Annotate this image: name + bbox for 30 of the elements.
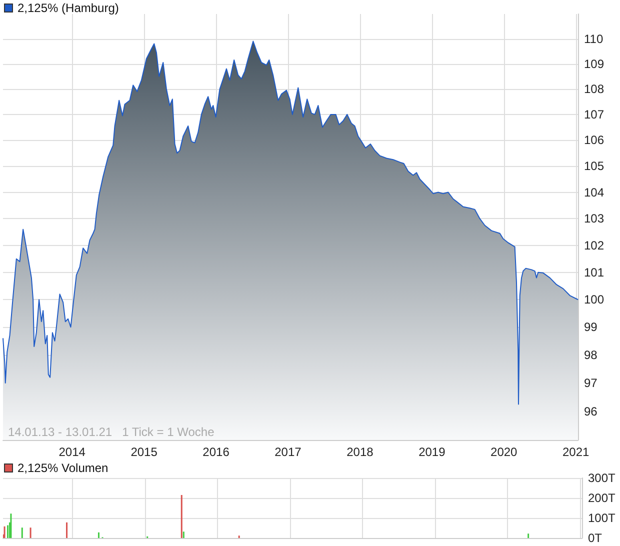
y-tick-label: 107 xyxy=(584,107,604,122)
y-tick-label: 108 xyxy=(584,82,604,96)
y-tick-label: 96 xyxy=(584,404,598,418)
y-tick-label: 100 xyxy=(584,292,604,307)
y-tick-label: 110 xyxy=(584,32,604,46)
y-tick-label: 99 xyxy=(584,320,598,334)
x-tick-label: 2014 xyxy=(58,445,86,459)
y-tick-label: 97 xyxy=(584,376,598,390)
y-tick-label: 105 xyxy=(584,159,604,174)
x-tick-label: 2017 xyxy=(274,445,302,459)
x-tick-label: 2018 xyxy=(346,445,374,459)
y-tick-label: 100T xyxy=(588,511,616,525)
x-tick-label: 2016 xyxy=(202,445,230,459)
y-tick-label: 300T xyxy=(588,471,616,485)
y-tick-label: 109 xyxy=(584,56,604,71)
y-tick-label: 106 xyxy=(584,133,604,148)
y-tick-label: 101 xyxy=(584,265,604,280)
legend-label: 2,125% Volumen xyxy=(18,461,108,475)
x-tick-label: 2021 xyxy=(562,445,590,459)
y-tick-label: 0T xyxy=(588,531,603,545)
x-tick-label: 2020 xyxy=(490,445,518,459)
x-tick-label: 2019 xyxy=(418,445,446,459)
y-tick-label: 103 xyxy=(584,212,604,226)
y-tick-label: 104 xyxy=(584,185,604,200)
y-tick-label: 98 xyxy=(584,348,598,362)
annotation: 14.01.13 - 13.01.21 1 Tick = 1 Woche xyxy=(8,425,215,439)
y-tick-label: 200T xyxy=(588,491,616,505)
x-tick-label: 2015 xyxy=(130,445,158,459)
legend-label: 2,125% (Hamburg) xyxy=(18,1,119,15)
y-tick-label: 102 xyxy=(584,238,604,252)
